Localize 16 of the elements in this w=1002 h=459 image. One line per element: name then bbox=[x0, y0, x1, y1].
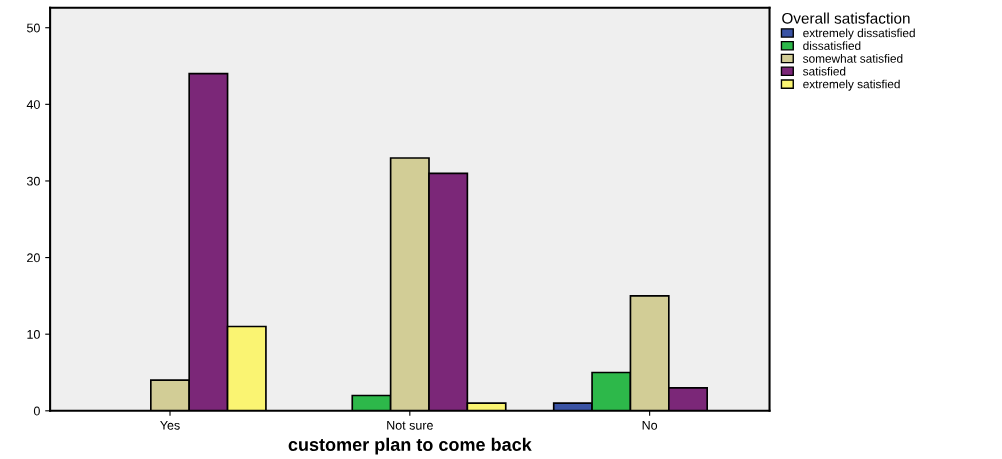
legend-label: extremely dissatisfied bbox=[803, 28, 915, 40]
x-tick-label: Yes bbox=[160, 420, 180, 430]
y-tick-label: 10 bbox=[27, 329, 40, 339]
y-tick-label: 50 bbox=[26, 23, 40, 33]
legend-label: extremely satisfied bbox=[803, 79, 900, 91]
x-tick-label: Not sure bbox=[387, 420, 433, 430]
y-tick-label: 40 bbox=[26, 100, 40, 109]
y-tick-label: 30 bbox=[26, 176, 40, 186]
legend-label: satisfied bbox=[803, 66, 846, 76]
x-tick-label: No bbox=[642, 420, 658, 430]
legend-label: somewhat satisfied bbox=[803, 54, 903, 63]
legend-title: Overall satisfaction bbox=[782, 12, 910, 24]
x-axis-title: customer plan to come back bbox=[288, 437, 532, 455]
y-tick-label: 0 bbox=[33, 406, 40, 416]
y-tick-label: 20 bbox=[27, 253, 40, 263]
legend-label: dissatisfied bbox=[803, 41, 861, 50]
